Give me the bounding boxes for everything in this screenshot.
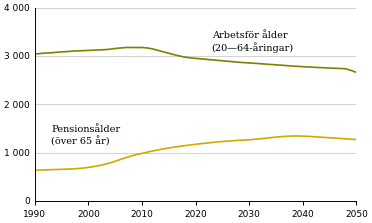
Text: Pensionsålder
(över 65 år): Pensionsålder (över 65 år) (51, 124, 120, 146)
Text: Arbetsför ålder
(20—64-åringar): Arbetsför ålder (20—64-åringar) (212, 31, 294, 53)
